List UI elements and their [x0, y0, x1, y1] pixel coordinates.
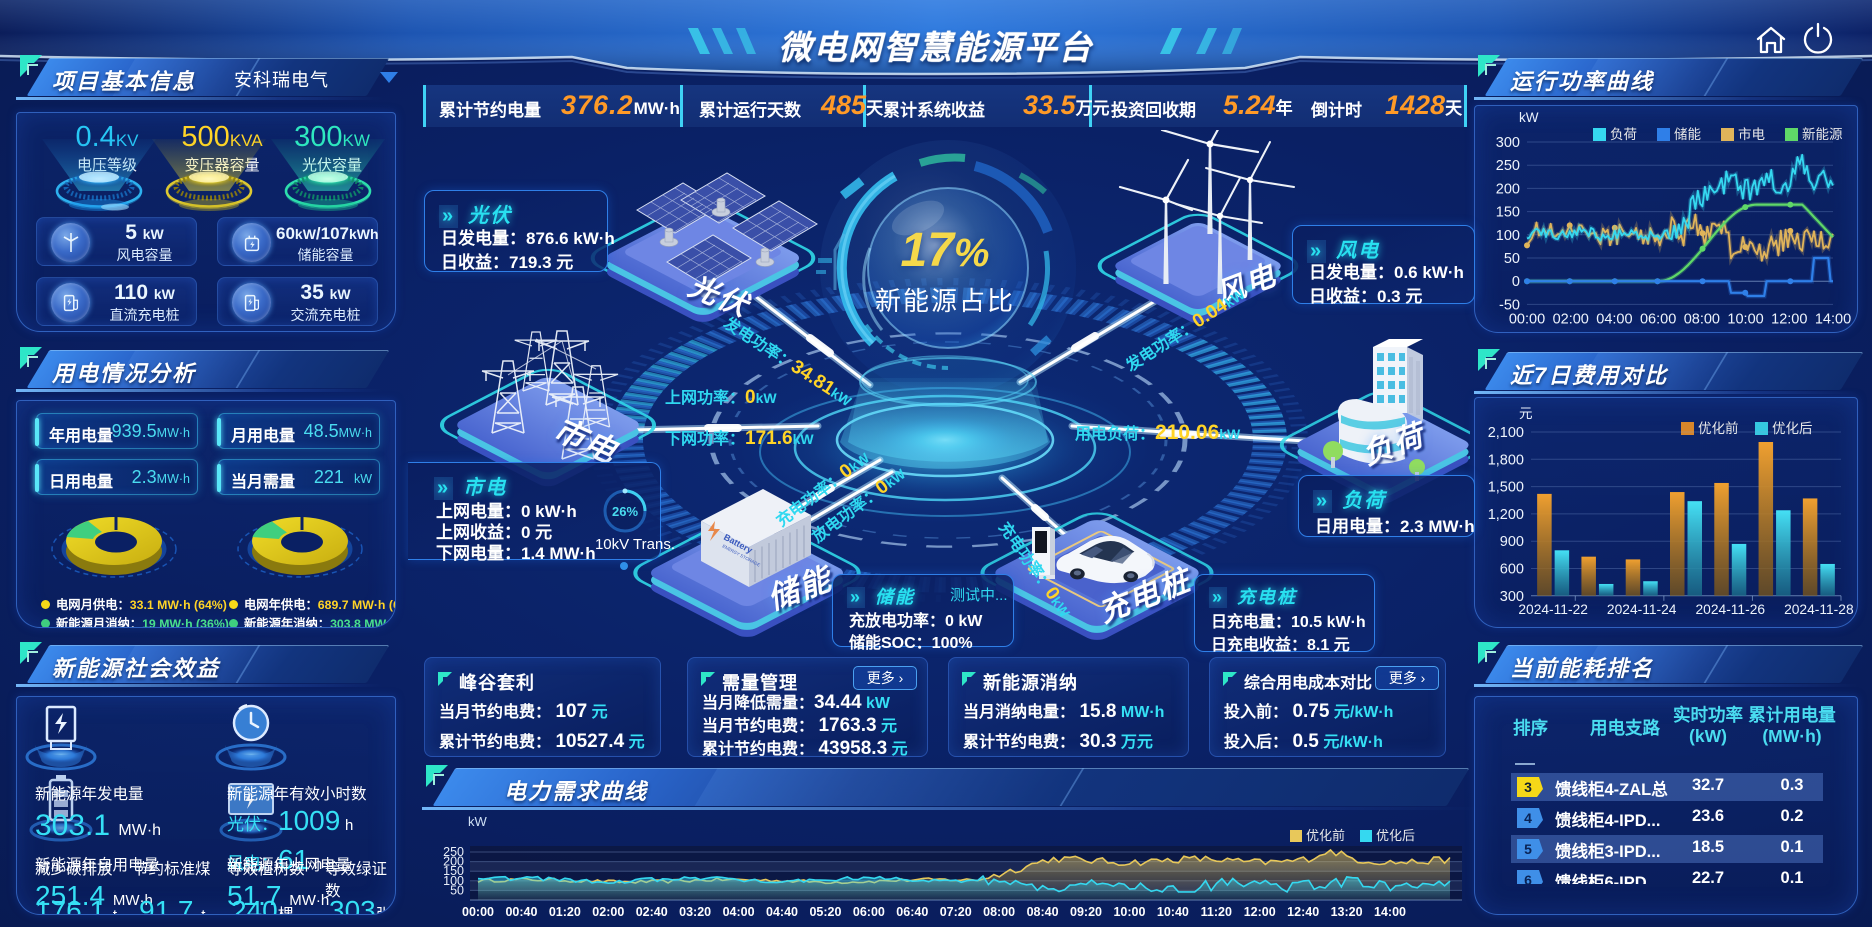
svg-text:150: 150 — [443, 864, 464, 878]
svg-text:-50: -50 — [1499, 297, 1520, 313]
svg-text:05:20: 05:20 — [809, 905, 841, 919]
svg-text:00:00: 00:00 — [1509, 311, 1545, 327]
svg-text:3: 3 — [1524, 779, 1532, 795]
svg-text:1,800: 1,800 — [1488, 452, 1524, 468]
svg-text:2024-11-22: 2024-11-22 — [1518, 602, 1588, 617]
svg-text:09:20: 09:20 — [1070, 905, 1102, 919]
svg-text:150: 150 — [1496, 205, 1520, 221]
svg-text:04:00: 04:00 — [723, 905, 755, 919]
svg-text:300: 300 — [1496, 135, 1520, 151]
svg-text:08:00: 08:00 — [983, 905, 1015, 919]
svg-text:kW: kW — [1519, 110, 1539, 125]
svg-text:4: 4 — [1524, 810, 1532, 826]
svg-text:优化后: 优化后 — [1772, 421, 1813, 436]
svg-text:04:00: 04:00 — [1596, 311, 1632, 327]
svg-text:26%: 26% — [612, 504, 638, 519]
svg-text:储能: 储能 — [1674, 127, 1701, 142]
svg-text:01:20: 01:20 — [549, 905, 581, 919]
svg-text:100: 100 — [1496, 228, 1520, 244]
svg-text:2024-11-28: 2024-11-28 — [1784, 602, 1854, 617]
svg-text:优化后: 优化后 — [1376, 828, 1415, 843]
svg-text:元: 元 — [1519, 406, 1533, 421]
svg-text:600: 600 — [1500, 562, 1524, 578]
svg-text:08:40: 08:40 — [1027, 905, 1059, 919]
svg-text:14:00: 14:00 — [1815, 311, 1851, 327]
svg-text:10:00: 10:00 — [1727, 311, 1763, 327]
svg-text:10:00: 10:00 — [1113, 905, 1145, 919]
svg-text:06:40: 06:40 — [896, 905, 928, 919]
svg-text:优化前: 优化前 — [1306, 828, 1345, 843]
svg-text:07:20: 07:20 — [940, 905, 972, 919]
svg-text:新能源: 新能源 — [1802, 127, 1843, 142]
svg-text:12:00: 12:00 — [1771, 311, 1807, 327]
svg-text:1,200: 1,200 — [1488, 507, 1524, 523]
svg-text:250: 250 — [1496, 158, 1520, 174]
svg-text:2024-11-26: 2024-11-26 — [1696, 602, 1766, 617]
svg-text:02:40: 02:40 — [636, 905, 668, 919]
svg-text:02:00: 02:00 — [1553, 311, 1589, 327]
svg-text:市电: 市电 — [1738, 126, 1765, 142]
svg-text:6: 6 — [1524, 872, 1532, 884]
svg-text:06:00: 06:00 — [853, 905, 885, 919]
svg-text:50: 50 — [1504, 251, 1520, 267]
svg-text:2024-11-24: 2024-11-24 — [1607, 602, 1677, 617]
svg-text:300: 300 — [1500, 589, 1524, 605]
svg-text:50: 50 — [450, 883, 464, 897]
svg-text:06:00: 06:00 — [1640, 311, 1676, 327]
svg-text:14:00: 14:00 — [1374, 905, 1406, 919]
svg-text:13:20: 13:20 — [1331, 905, 1363, 919]
svg-text:0: 0 — [1512, 274, 1520, 290]
svg-text:12:40: 12:40 — [1287, 905, 1319, 919]
svg-text:12:00: 12:00 — [1244, 905, 1276, 919]
svg-text:优化前: 优化前 — [1698, 420, 1739, 436]
svg-text:2,100: 2,100 — [1488, 425, 1524, 441]
svg-text:1,500: 1,500 — [1488, 480, 1524, 496]
svg-text:11:20: 11:20 — [1201, 905, 1232, 919]
svg-text:00:00: 00:00 — [462, 905, 494, 919]
svg-text:900: 900 — [1500, 534, 1524, 550]
svg-text:负荷: 负荷 — [1610, 127, 1637, 142]
svg-text:10:40: 10:40 — [1157, 905, 1189, 919]
svg-text:04:40: 04:40 — [766, 905, 798, 919]
svg-text:02:00: 02:00 — [592, 905, 624, 919]
svg-text:5: 5 — [1524, 841, 1532, 857]
svg-text:03:20: 03:20 — [679, 905, 711, 919]
svg-text:200: 200 — [443, 855, 464, 869]
svg-text:00:40: 00:40 — [505, 905, 537, 919]
svg-text:kW: kW — [468, 814, 488, 829]
svg-text:200: 200 — [1496, 181, 1520, 197]
svg-text:250: 250 — [443, 845, 464, 859]
svg-text:100: 100 — [443, 874, 464, 888]
svg-text:08:00: 08:00 — [1684, 311, 1720, 327]
